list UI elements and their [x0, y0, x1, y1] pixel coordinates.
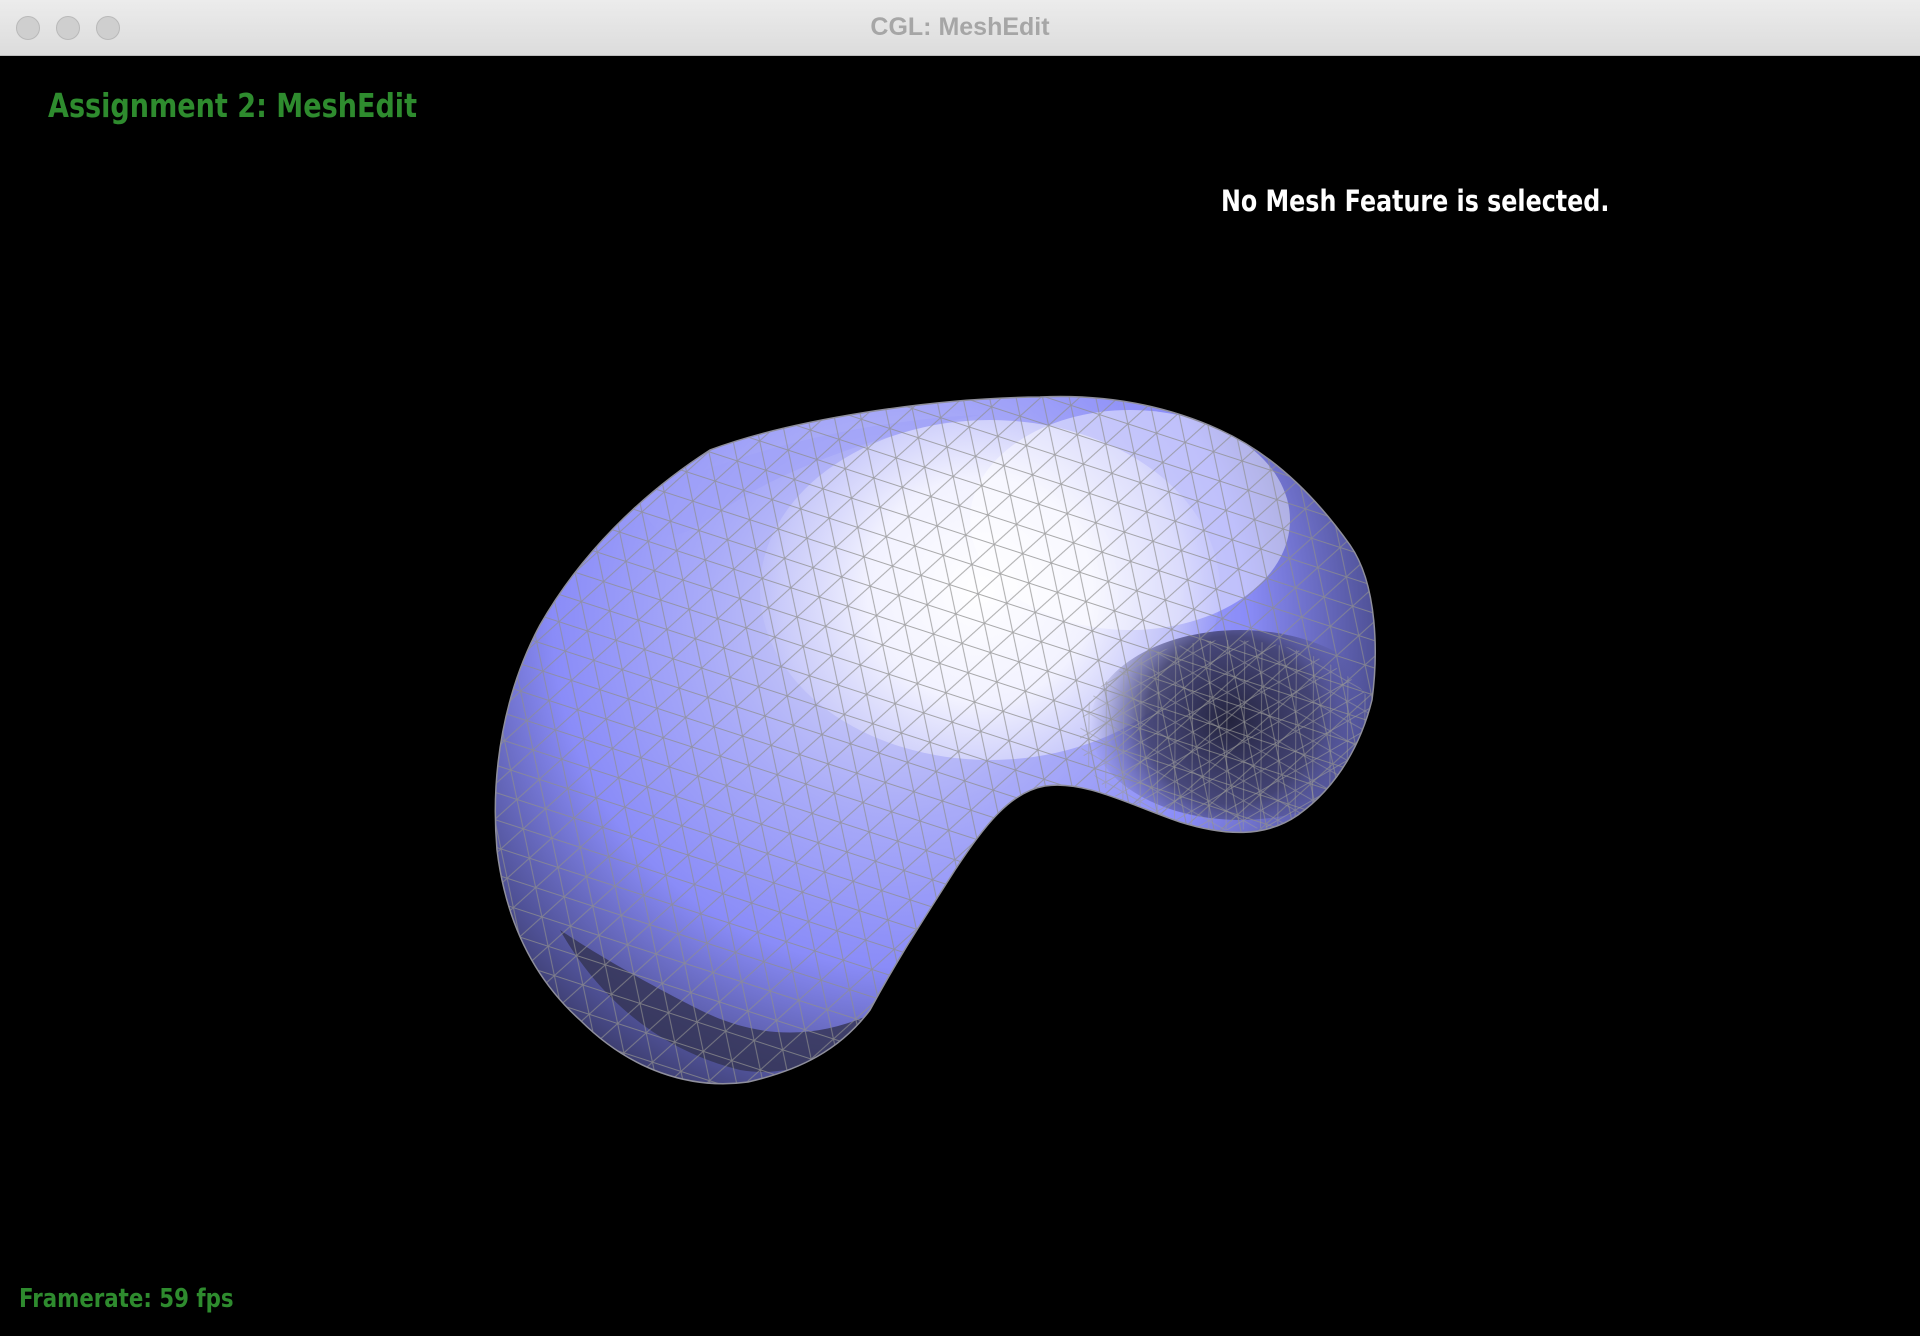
framerate-readout: Framerate: 59 fps [19, 1284, 234, 1314]
mesh-canvas[interactable] [0, 56, 1920, 1336]
render-viewport[interactable]: Assignment 2: MeshEdit No Mesh Feature i… [0, 56, 1920, 1336]
mesh-surface [495, 396, 1376, 1084]
window-title: CGL: MeshEdit [870, 13, 1050, 41]
assignment-title: Assignment 2: MeshEdit [48, 86, 418, 125]
minimize-button[interactable] [56, 16, 80, 40]
zoom-button[interactable] [96, 16, 120, 40]
selection-status: No Mesh Feature is selected. [1221, 184, 1610, 218]
close-button[interactable] [16, 16, 40, 40]
title-bar[interactable]: CGL: MeshEdit [0, 0, 1920, 56]
